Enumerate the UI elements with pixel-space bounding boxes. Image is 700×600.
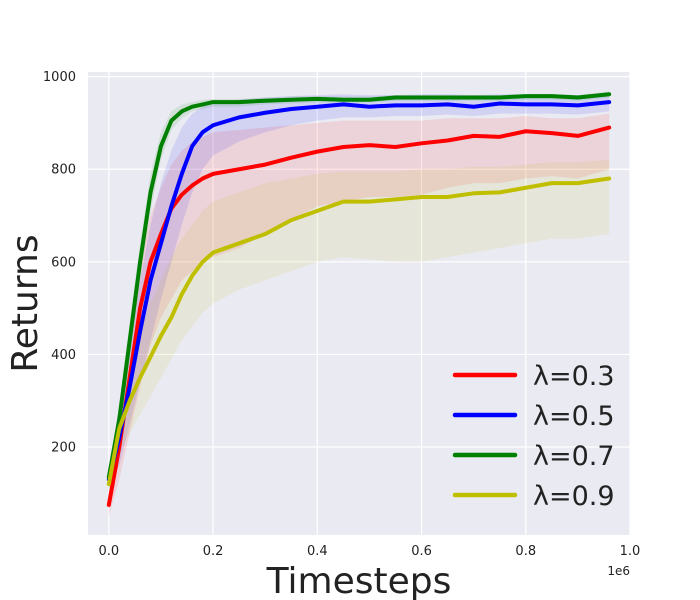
x-tick-label: 0.8 <box>515 544 536 559</box>
series-lines <box>106 92 612 507</box>
legend-label-1: λ=0.3 <box>533 361 615 392</box>
series-line-3 <box>106 92 612 480</box>
series-line-4 <box>106 176 612 487</box>
confidence-band-1 <box>108 113 610 517</box>
x-tick-label: 0.4 <box>307 544 328 559</box>
series-line-2 <box>106 100 612 482</box>
series-line-1 <box>106 125 612 507</box>
x-tick-label: 1.0 <box>620 544 641 559</box>
tick-labels: 0.0 0.2 0.4 0.6 0.8 1.0 200 400 600 800 1000 <box>43 70 640 559</box>
legend: λ=0.3 λ=0.5 λ=0.7 λ=0.9 <box>452 361 615 512</box>
grid-lines <box>88 72 631 535</box>
y-tick-label: 200 <box>51 441 76 456</box>
x-tick-label: 0.2 <box>203 544 224 559</box>
y-tick-label: 800 <box>51 163 76 178</box>
y-axis-label: Returns <box>5 234 46 372</box>
legend-label-3: λ=0.7 <box>533 441 615 472</box>
y-tick-label: 400 <box>51 348 76 363</box>
x-axis-offset-label: 1e6 <box>607 564 630 578</box>
x-axis-label: Timesteps <box>266 561 452 600</box>
legend-label-2: λ=0.5 <box>533 401 615 432</box>
y-tick-label: 600 <box>51 255 76 270</box>
y-tick-label: 1000 <box>43 70 76 85</box>
x-tick-label: 0.0 <box>99 544 120 559</box>
legend-label-4: λ=0.9 <box>533 481 615 512</box>
x-tick-label: 0.6 <box>411 544 432 559</box>
